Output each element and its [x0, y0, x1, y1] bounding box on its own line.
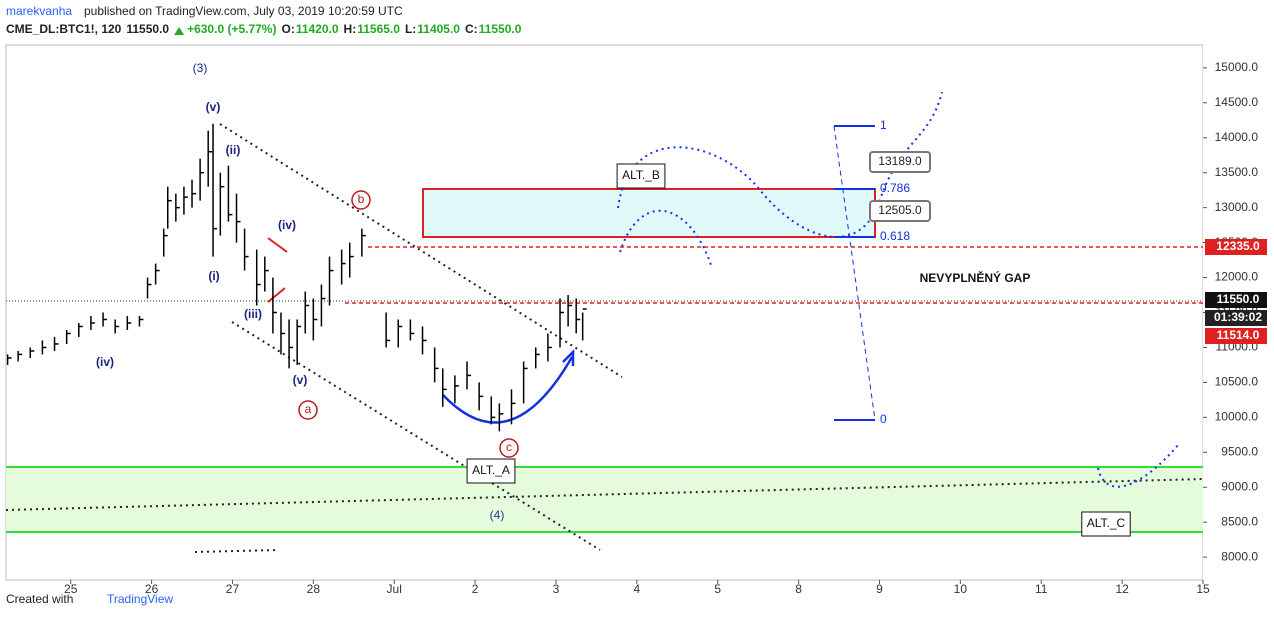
x-tick-label: 2	[472, 582, 479, 596]
wave-circle	[499, 438, 519, 458]
annotation: (3)	[193, 61, 208, 75]
alt-box	[466, 458, 516, 484]
header-symbol: CME_DL:BTC1!, 120	[6, 22, 122, 36]
annotation: (iii)	[244, 307, 262, 321]
x-tick-label: 10	[954, 582, 968, 596]
y-tick-label: 8500.0	[1221, 514, 1258, 528]
header-change: +630.0 (+5.77%)	[187, 22, 276, 36]
projection	[619, 209, 713, 269]
price-tag	[1205, 292, 1267, 308]
header-c-label: C:	[465, 22, 478, 36]
x-tick-label: 15	[1196, 582, 1210, 596]
annotation: 0.618	[880, 229, 910, 243]
published: published on TradingView.com, July 03, 2…	[84, 4, 403, 18]
alt-label: ALT._A	[472, 463, 510, 477]
y-tick-label: 14500.0	[1215, 95, 1259, 109]
header-o-label: O:	[281, 22, 294, 36]
fib-line	[833, 125, 876, 421]
header-h: 11565.0	[357, 22, 400, 36]
y-tick-label: 10000.0	[1215, 410, 1259, 424]
marker	[267, 237, 288, 253]
y-tick-label: 13000.0	[1215, 200, 1259, 214]
wave-circle	[298, 400, 318, 420]
arrow	[442, 356, 574, 424]
x-tick-label: 26	[145, 582, 159, 596]
annotation: 12505.0	[878, 203, 922, 217]
header-l-label: L:	[405, 22, 416, 36]
annotation: 0	[880, 412, 887, 426]
alt-box	[616, 163, 666, 189]
price-tag-label: 11514.0	[1217, 328, 1260, 342]
x-tick-label: 9	[876, 582, 883, 596]
annotation: (i)	[208, 269, 219, 283]
alt-label: ALT._C	[1087, 516, 1126, 530]
header-o: 11420.0	[296, 22, 339, 36]
header-h-label: H:	[344, 22, 357, 36]
annotation: 1	[880, 118, 887, 132]
x-tick-label: 25	[64, 582, 78, 596]
header-l: 11405.0	[417, 22, 460, 36]
y-tick-label: 14000.0	[1215, 130, 1259, 144]
y-tick-label: 12000.0	[1215, 270, 1259, 284]
annotation: 13189.0	[878, 154, 922, 168]
wave-circle	[351, 190, 371, 210]
x-tick-label: 11	[1035, 582, 1048, 596]
annotation: 0.786	[880, 181, 910, 195]
marker	[267, 287, 286, 303]
x-tick-label: 28	[307, 582, 321, 596]
alt-label: ALT._B	[622, 168, 660, 182]
annotation: (ii)	[226, 143, 241, 157]
annotation: b	[358, 192, 365, 206]
price-tag-label: 11550.0	[1217, 292, 1260, 306]
alt-box	[1081, 511, 1131, 537]
x-tick-label: 8	[795, 582, 802, 596]
header-last: 11550.0	[126, 22, 169, 36]
x-tick-label: 27	[226, 582, 240, 596]
price-tag	[1205, 328, 1267, 344]
y-tick-label: 8000.0	[1221, 549, 1258, 563]
annotation: (v)	[206, 100, 221, 114]
price-box	[869, 151, 931, 173]
price-tag-label: 01:39:02	[1214, 310, 1262, 324]
x-tick-label: 5	[714, 582, 721, 596]
y-tick-label: 10500.0	[1215, 375, 1259, 389]
header-c: 11550.0	[479, 22, 522, 36]
trend-line	[231, 321, 601, 551]
trend-line	[219, 123, 623, 378]
annotation: (v)	[293, 373, 308, 387]
arrow-head	[562, 348, 575, 366]
y-tick-label: 9500.0	[1221, 444, 1258, 458]
price-tag	[1205, 239, 1267, 255]
price-tag	[1205, 310, 1267, 326]
footer: Created with	[6, 592, 73, 606]
y-tick-label: 15000.0	[1215, 60, 1259, 74]
up-arrow	[174, 27, 185, 35]
annotation: (4)	[490, 508, 505, 522]
trend-line	[194, 549, 279, 553]
y-tick-label: 9000.0	[1221, 479, 1258, 493]
x-tick-label: 3	[553, 582, 560, 596]
x-tick-label: 12	[1115, 582, 1129, 596]
y-tick-label: 13500.0	[1215, 165, 1259, 179]
green-zone	[6, 467, 1203, 532]
projection	[617, 91, 943, 238]
trend-line	[5, 478, 1204, 511]
annotation: (iv)	[278, 218, 296, 232]
annotation: a	[305, 402, 312, 416]
price-box	[869, 200, 931, 222]
annotation: c	[506, 440, 512, 454]
price-tag-label: 12335.0	[1216, 239, 1260, 253]
annotation: (iv)	[96, 355, 114, 369]
x-tick-label: 4	[634, 582, 641, 596]
author: marekvanha	[6, 4, 72, 18]
footer-brand: TradingView	[107, 592, 173, 606]
x-tick-label: Jul	[387, 582, 402, 596]
annotation: NEVYPLNĚNÝ GAP	[920, 270, 1031, 285]
